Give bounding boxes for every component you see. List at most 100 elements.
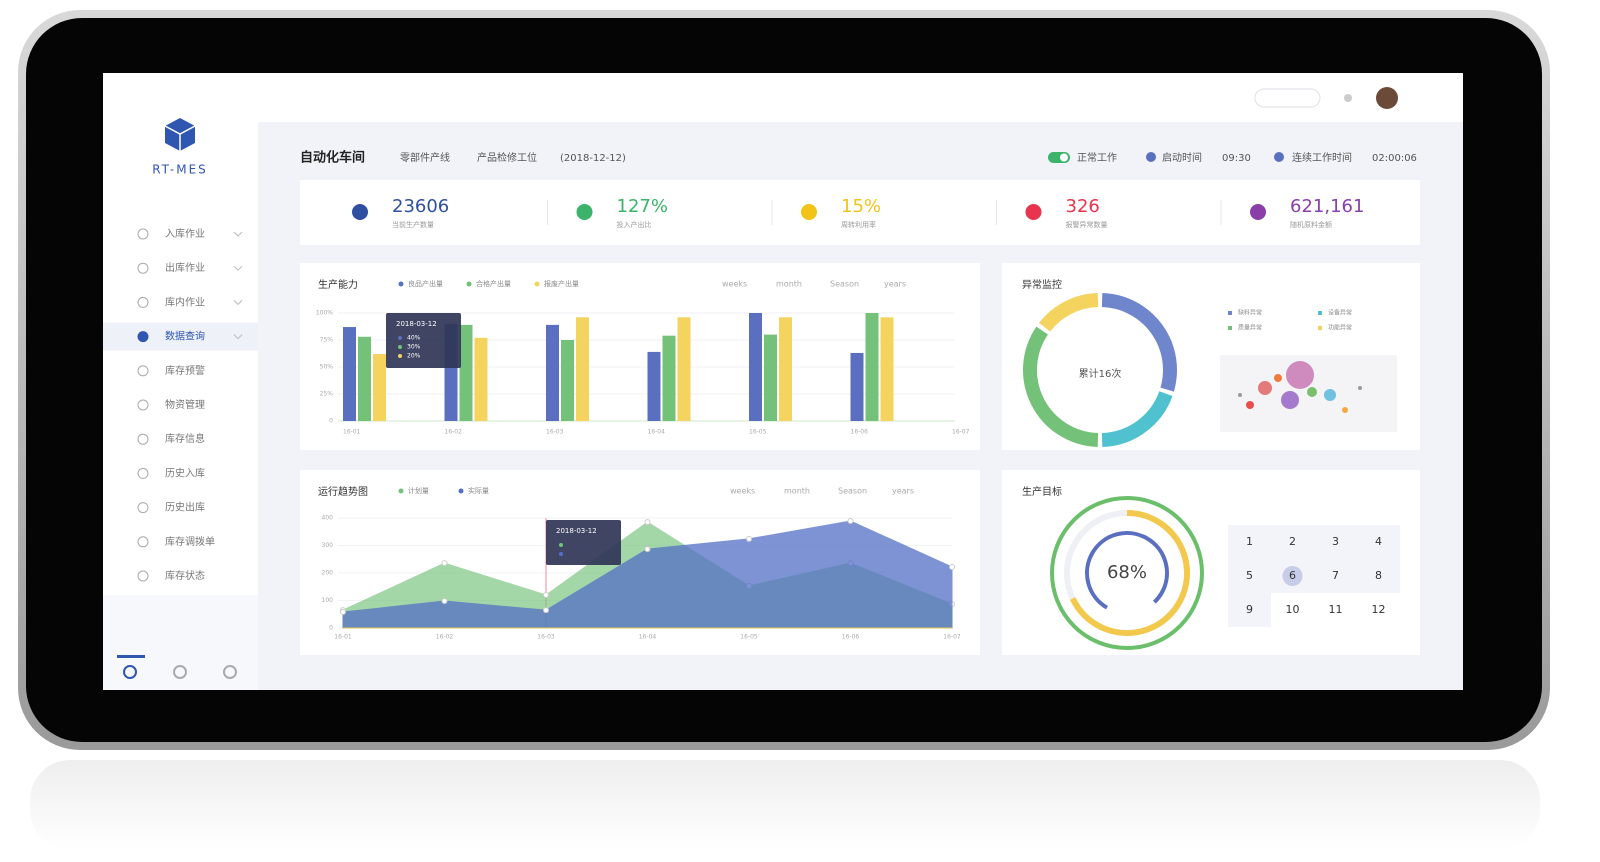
tooltip: [386, 313, 461, 368]
menu-icon: [137, 433, 149, 445]
gauge-label: 68%: [1107, 562, 1147, 583]
bar: [749, 313, 762, 421]
legend-dot: [398, 281, 404, 287]
period-tab[interactable]: weeks: [722, 280, 747, 289]
gauge-value: [1069, 510, 1190, 636]
stat-icon: [352, 204, 368, 220]
period-tab[interactable]: Season: [830, 280, 859, 289]
point: [441, 598, 448, 605]
period-tab[interactable]: weeks: [730, 487, 755, 496]
stat-label: 周转利用率: [841, 220, 876, 229]
calendar-cell[interactable]: [1314, 593, 1357, 627]
menu-chevron: [233, 265, 243, 271]
legend-label: 缺料异常: [1238, 309, 1262, 317]
calendar-cell[interactable]: [1357, 593, 1400, 627]
menu-item[interactable]: 物资管理: [165, 398, 205, 411]
period-tab[interactable]: month: [784, 487, 810, 496]
calendar-day: 2: [1289, 535, 1296, 548]
x-tick-label: 16-01: [334, 634, 352, 641]
x-tick-label: 16-07: [943, 634, 961, 641]
bar: [865, 313, 879, 421]
menu-item[interactable]: 历史出库: [165, 501, 205, 514]
x-tick-label: 16-07: [952, 429, 970, 436]
x-tick-label: 16-02: [445, 429, 463, 436]
period-tab[interactable]: month: [776, 280, 802, 289]
run-time: 02:00:06: [1372, 153, 1417, 164]
tooltip-dot: [398, 354, 402, 358]
y-tick-label: 0: [329, 418, 333, 425]
y-tick-label: 75%: [320, 337, 334, 344]
tooltip-dot: [398, 336, 402, 340]
period-tab[interactable]: Season: [838, 487, 867, 496]
stat-value: 621,161: [1290, 196, 1364, 217]
calendar-cell[interactable]: [1357, 559, 1400, 593]
y-tick-label: 0: [329, 625, 333, 632]
legend-label: 计划量: [408, 486, 429, 495]
logo-text: RT-MES: [152, 163, 208, 177]
period-tab[interactable]: years: [892, 487, 914, 496]
bar: [459, 324, 473, 421]
menu-item[interactable]: 库存状态: [165, 569, 205, 582]
menu-item[interactable]: 库存预警: [165, 364, 205, 377]
bar: [546, 324, 559, 421]
menu-item[interactable]: 数据查询: [165, 330, 205, 343]
menu-item[interactable]: 历史入库: [165, 466, 205, 479]
menu-item[interactable]: 库内作业: [165, 295, 205, 308]
top-button[interactable]: [1254, 88, 1321, 108]
stat-icon: [801, 204, 817, 220]
y-tick-label: 200: [322, 570, 334, 577]
bar: [373, 354, 386, 421]
tooltip-title: 2018-03-12: [396, 320, 437, 328]
calendar-cell[interactable]: [1271, 593, 1314, 627]
calendar-cell[interactable]: [1357, 525, 1400, 559]
calendar-cell[interactable]: [1228, 559, 1271, 593]
donut-segment: [1101, 293, 1177, 392]
calendar-cell[interactable]: [1228, 593, 1271, 627]
x-tick-label: 16-06: [851, 429, 869, 436]
legend-label: 质量异常: [1238, 324, 1262, 332]
gauge-ring: [1050, 496, 1204, 650]
topbar: [258, 73, 1463, 122]
calendar-day: 9: [1246, 603, 1253, 616]
x-tick-label: 16-02: [436, 634, 454, 641]
card-title: 生产目标: [1022, 485, 1062, 498]
calendar-day: 10: [1286, 603, 1300, 616]
header-line: 零部件产线: [400, 151, 450, 164]
gauge-inner: [1085, 531, 1170, 615]
calendar-cell[interactable]: [1314, 525, 1357, 559]
menu-item[interactable]: 库存调拨单: [165, 535, 215, 548]
avatar[interactable]: [1376, 87, 1398, 109]
bell-icon[interactable]: [1344, 94, 1352, 102]
legend-label: 良品产出量: [408, 279, 443, 288]
menu-item[interactable]: 出库作业: [165, 261, 205, 274]
donut-segment: [1039, 293, 1099, 332]
menu-item[interactable]: 入库作业: [165, 227, 205, 240]
y-tick-label: 300: [322, 542, 334, 549]
calendar-day: 6: [1289, 569, 1296, 582]
stat-value: 326: [1066, 196, 1100, 217]
x-tick-label: 16-05: [740, 634, 758, 641]
tooltip-dot: [559, 543, 563, 547]
calendar-cell[interactable]: [1314, 559, 1357, 593]
menu-chevron: [233, 300, 243, 306]
stat-icon: [576, 204, 593, 220]
footer-icon[interactable]: [223, 665, 237, 679]
menu-item[interactable]: 库存信息: [165, 432, 205, 445]
header-station: 产品检修工位: [477, 151, 537, 164]
x-tick-label: 16-04: [639, 634, 657, 641]
menu-icon: [137, 502, 149, 514]
x-tick-label: 16-05: [749, 429, 767, 436]
stats-card: [300, 180, 1420, 245]
footer-icon[interactable]: [123, 665, 137, 679]
calendar-cell[interactable]: [1271, 525, 1314, 559]
bar: [576, 317, 589, 421]
calendar-cell[interactable]: [1228, 525, 1271, 559]
tooltip: [546, 520, 621, 565]
tooltip-dot: [398, 345, 402, 349]
period-tab[interactable]: years: [884, 280, 906, 289]
run-label: 连续工作时间: [1292, 151, 1352, 164]
card-title: 生产能力: [318, 278, 358, 291]
x-tick-label: 16-03: [537, 634, 555, 641]
footer-icon[interactable]: [173, 665, 187, 679]
